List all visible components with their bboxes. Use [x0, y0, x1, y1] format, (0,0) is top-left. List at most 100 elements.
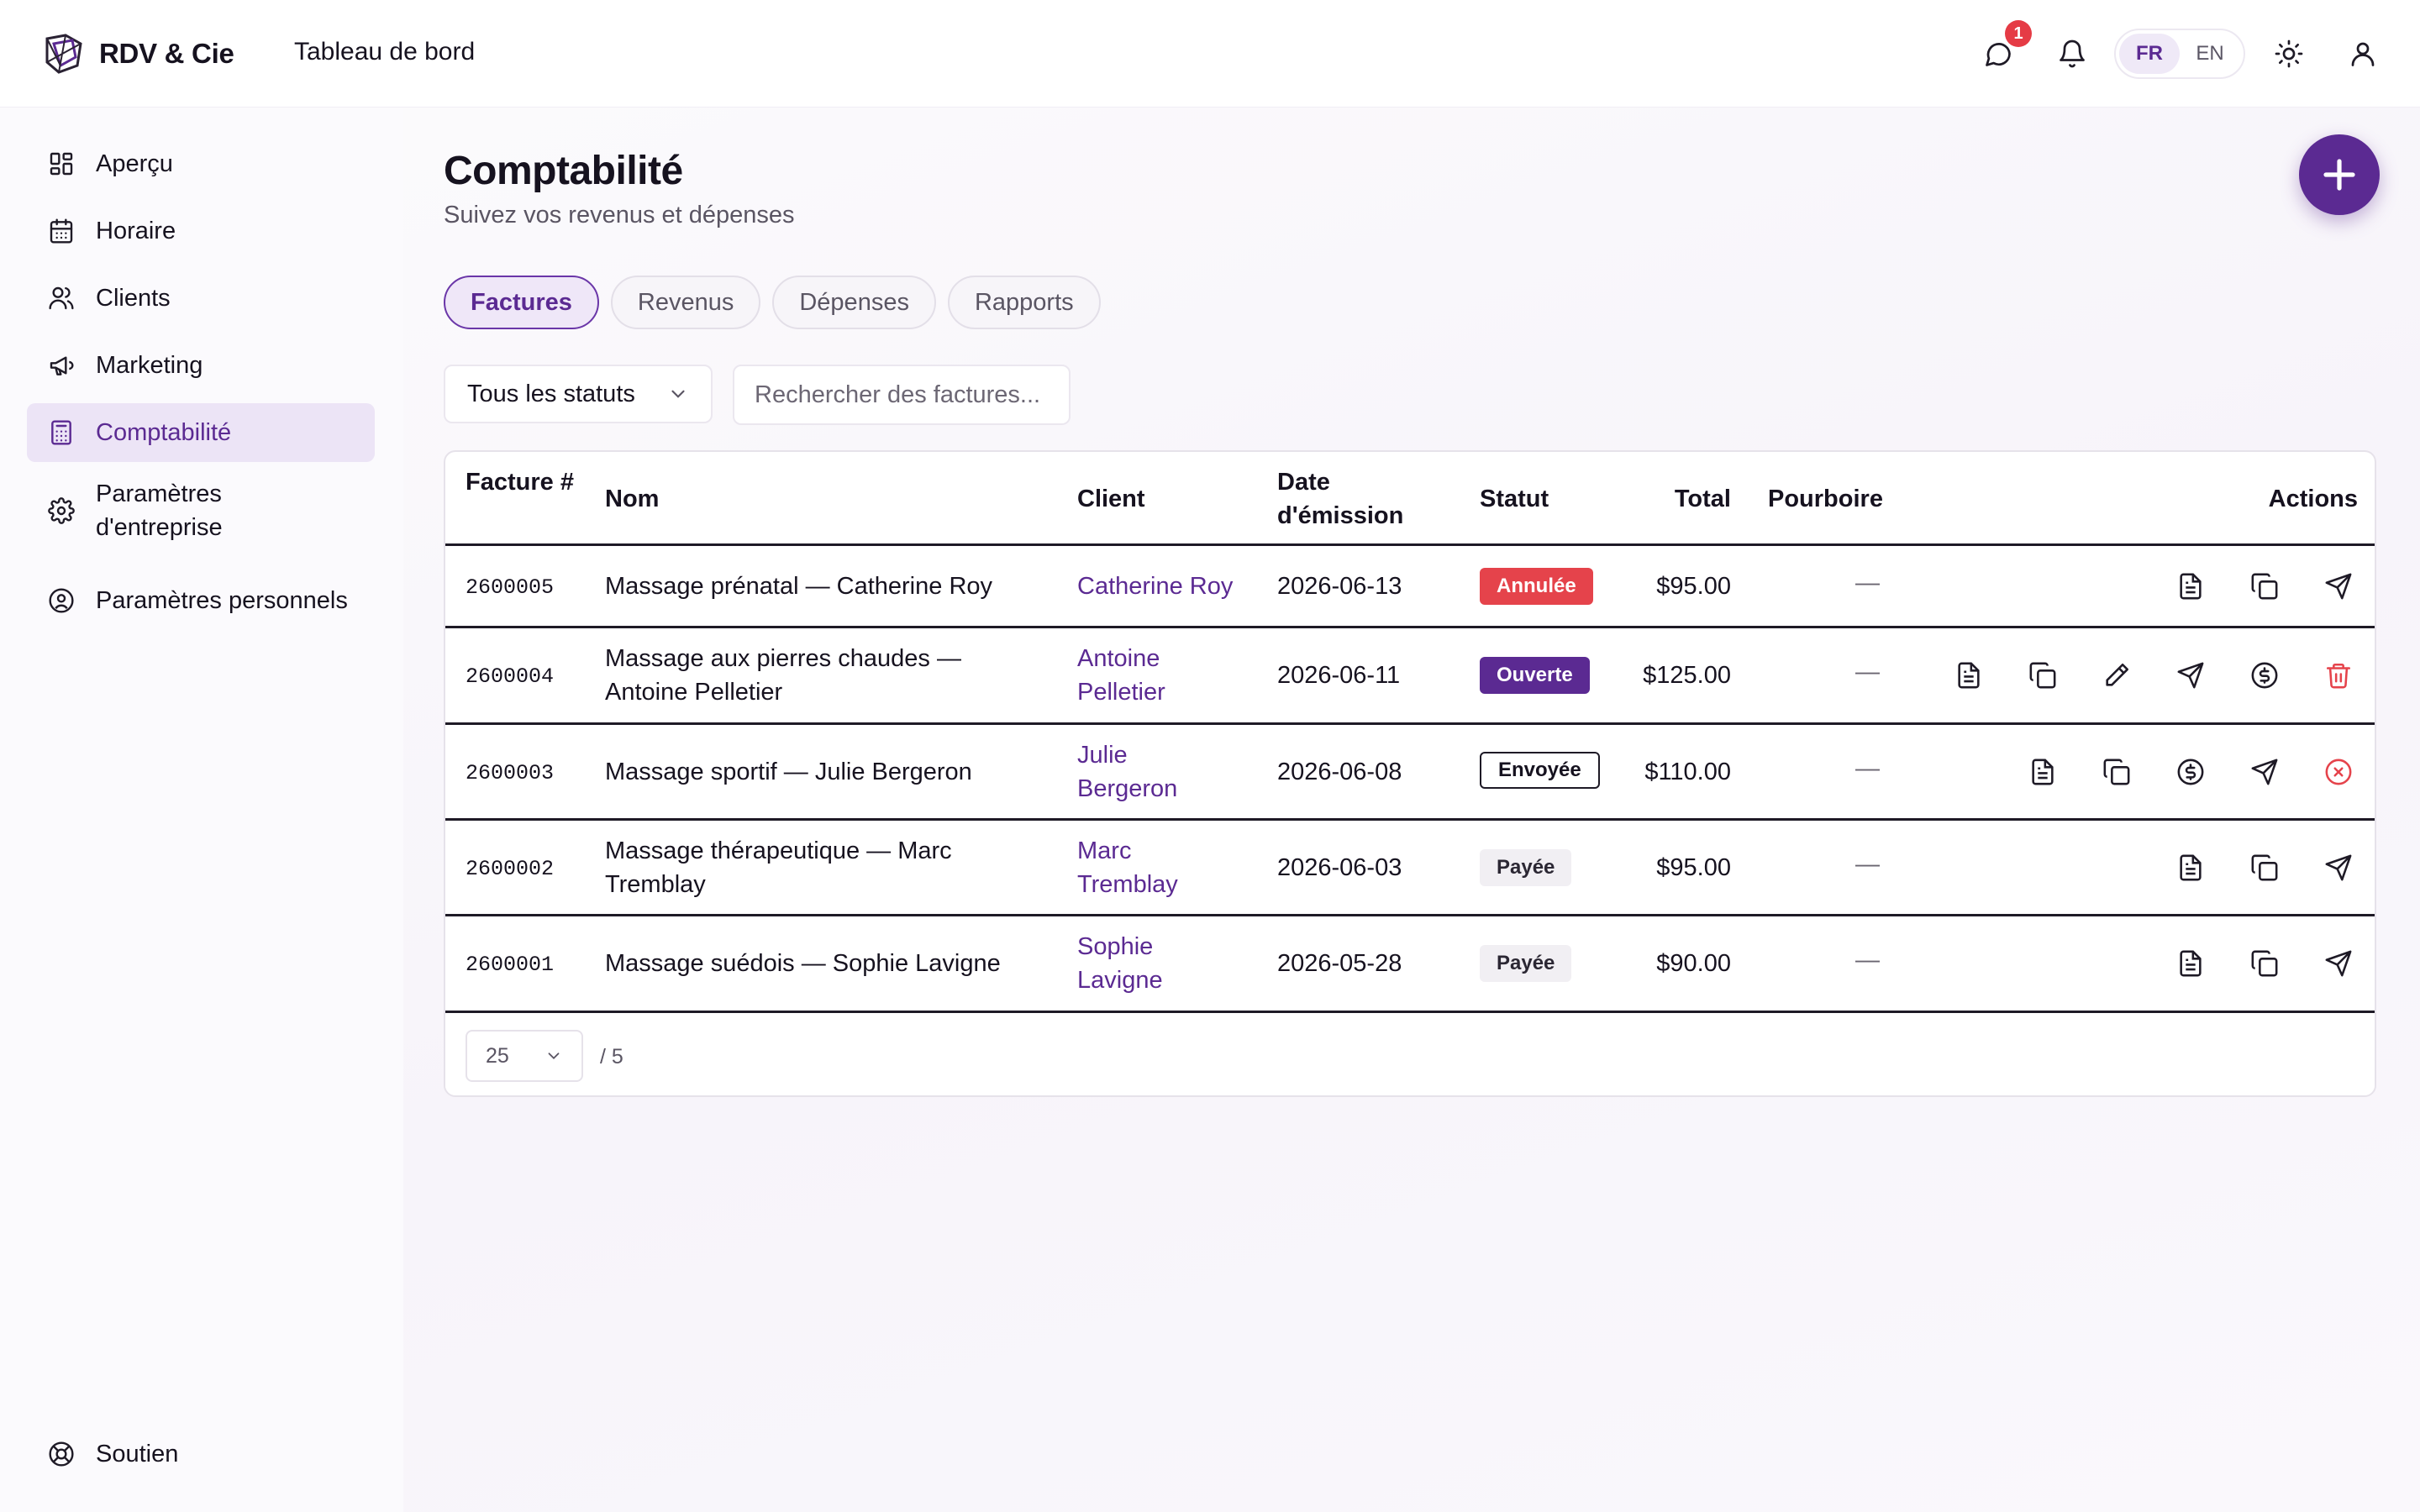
client-link[interactable]: Marc Tremblay — [1077, 837, 1178, 898]
calendar-icon — [47, 217, 76, 245]
tip-amount: — — [1855, 947, 1880, 974]
tab-revenus[interactable]: Revenus — [610, 276, 761, 329]
edit-button[interactable] — [2098, 657, 2135, 694]
header-invoice[interactable]: Facture # — [466, 469, 574, 496]
send-button[interactable] — [2320, 849, 2357, 886]
duplicate-button[interactable] — [2246, 849, 2283, 886]
duplicate-button[interactable] — [2246, 568, 2283, 605]
tab-depenses[interactable]: Dépenses — [772, 276, 936, 329]
table-row[interactable]: 2600002 Massage thérapeutique — Marc Tre… — [445, 821, 2375, 916]
profile-button[interactable] — [2344, 35, 2381, 72]
send-icon — [2325, 573, 2352, 600]
duplicate-button[interactable] — [2098, 753, 2135, 790]
header-client[interactable]: Client — [1077, 486, 1145, 512]
user-circle-icon — [47, 586, 76, 615]
copy-icon — [2251, 854, 2278, 881]
search-input[interactable] — [733, 365, 1071, 425]
sun-icon — [2275, 39, 2303, 68]
table-row[interactable]: 2600005 Massage prénatal — Catherine Roy… — [445, 546, 2375, 628]
page-size-select[interactable]: 25 — [466, 1030, 583, 1082]
issue-date: 2026-06-03 — [1277, 854, 1402, 881]
send-icon — [2251, 759, 2278, 785]
header-tip[interactable]: Pourboire — [1768, 486, 1883, 512]
send-button[interactable] — [2246, 753, 2283, 790]
lang-en-button[interactable]: EN — [2196, 42, 2224, 65]
trash-icon — [2326, 663, 2351, 689]
sidebar-item-marketing[interactable]: Marketing — [27, 336, 375, 395]
notifications-button[interactable] — [2054, 35, 2091, 72]
status-badge: Envoyée — [1480, 752, 1600, 789]
sidebar-item-apercu[interactable]: Aperçu — [27, 134, 375, 193]
client-link[interactable]: Sophie Lavigne — [1077, 933, 1163, 994]
view-invoice-button[interactable] — [2172, 568, 2209, 605]
header-status[interactable]: Statut — [1480, 486, 1549, 512]
bell-icon — [2060, 39, 2085, 68]
issue-date: 2026-06-11 — [1277, 662, 1401, 689]
view-invoice-button[interactable] — [2172, 849, 2209, 886]
table-row[interactable]: 2600001 Massage suédois — Sophie Lavigne… — [445, 916, 2375, 1013]
copy-icon — [2251, 950, 2278, 977]
dashboard-icon — [47, 150, 76, 178]
plus-icon — [2323, 159, 2355, 191]
total-amount: $90.00 — [1656, 950, 1731, 977]
add-button[interactable] — [2299, 134, 2380, 215]
view-invoice-button[interactable] — [2172, 945, 2209, 982]
invoice-number: 2600004 — [466, 664, 555, 689]
page-size-value: 25 — [486, 1043, 509, 1068]
sidebar-item-personal-settings[interactable]: Paramètres personnels — [27, 571, 375, 630]
messages-button[interactable]: 1 — [1980, 20, 2032, 72]
duplicate-button[interactable] — [2024, 657, 2061, 694]
cancel-invoice-button[interactable] — [2320, 753, 2357, 790]
chat-bubble-icon — [1986, 43, 2011, 66]
x-circle-icon — [2325, 759, 2352, 785]
invoice-name: Massage aux pierres chaudes — Antoine Pe… — [605, 645, 961, 706]
main-content: Comptabilité Suivez vos revenus et dépen… — [403, 108, 2420, 1512]
sidebar-item-label: Clients — [96, 285, 171, 312]
issue-date: 2026-06-13 — [1277, 573, 1402, 600]
send-button[interactable] — [2320, 568, 2357, 605]
status-filter-select[interactable]: Tous les statuts — [444, 365, 713, 423]
invoice-name: Massage suédois — Sophie Lavigne — [605, 950, 1001, 977]
sidebar-item-horaire[interactable]: Horaire — [27, 202, 375, 260]
delete-button[interactable] — [2320, 657, 2357, 694]
header-date[interactable]: Date d'émission — [1277, 469, 1404, 529]
client-link[interactable]: Julie Bergeron — [1077, 742, 1178, 802]
sidebar-item-comptabilite[interactable]: Comptabilité — [27, 403, 375, 462]
sidebar-item-clients[interactable]: Clients — [27, 269, 375, 328]
header-title: Tableau de bord — [294, 38, 476, 66]
issue-date: 2026-06-08 — [1277, 759, 1402, 785]
theme-toggle-button[interactable] — [2270, 35, 2307, 72]
header-total[interactable]: Total — [1674, 486, 1731, 512]
header-actions: Actions — [2268, 486, 2358, 512]
invoice-name: Massage sportif — Julie Bergeron — [605, 759, 972, 785]
tab-factures[interactable]: Factures — [444, 276, 599, 329]
tab-rapports[interactable]: Rapports — [947, 276, 1101, 329]
sidebar-item-label: Paramètres personnels — [96, 587, 348, 614]
brand[interactable]: RDV & Cie — [44, 32, 234, 76]
client-link[interactable]: Antoine Pelletier — [1077, 645, 1165, 706]
send-button[interactable] — [2172, 657, 2209, 694]
record-payment-button[interactable] — [2246, 657, 2283, 694]
document-icon — [2180, 854, 2202, 881]
dollar-circle-icon — [2177, 759, 2204, 785]
sidebar-item-business-settings[interactable]: Paramètres d'entreprise — [27, 470, 375, 551]
lang-fr-button[interactable]: FR — [2119, 34, 2180, 74]
client-link[interactable]: Catherine Roy — [1077, 573, 1234, 600]
document-icon — [2032, 759, 2054, 785]
brand-name: RDV & Cie — [99, 38, 234, 69]
chevron-down-icon — [671, 390, 685, 398]
users-icon — [47, 284, 76, 312]
sidebar-item-label: Marketing — [96, 352, 203, 379]
record-payment-button[interactable] — [2172, 753, 2209, 790]
tip-amount: — — [1855, 851, 1880, 878]
table-row[interactable]: 2600003 Massage sportif — Julie Bergeron… — [445, 725, 2375, 821]
duplicate-button[interactable] — [2246, 945, 2283, 982]
sidebar-item-soutien[interactable]: Soutien — [27, 1425, 375, 1483]
invoice-number: 2600005 — [466, 575, 555, 600]
view-invoice-button[interactable] — [2024, 753, 2061, 790]
header-name[interactable]: Nom — [605, 486, 660, 512]
table-row[interactable]: 2600004 Massage aux pierres chaudes — An… — [445, 628, 2375, 725]
send-button[interactable] — [2320, 945, 2357, 982]
sidebar: Aperçu Horaire Clients Marketing Comptab… — [0, 108, 403, 1512]
view-invoice-button[interactable] — [1950, 657, 1987, 694]
